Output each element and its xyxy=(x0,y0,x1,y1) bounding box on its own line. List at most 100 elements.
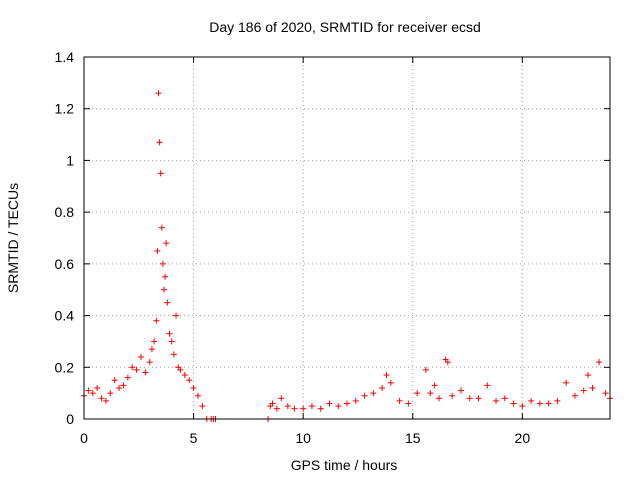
data-point xyxy=(269,400,276,407)
data-point xyxy=(484,382,491,389)
y-tick-label: 1.4 xyxy=(55,49,75,65)
data-point xyxy=(370,390,377,397)
data-point xyxy=(528,397,535,404)
x-tick-label: 20 xyxy=(515,430,531,446)
data-point xyxy=(158,224,165,231)
data-point xyxy=(194,392,201,399)
data-point xyxy=(151,338,158,345)
x-tick-label: 15 xyxy=(405,430,421,446)
data-point xyxy=(148,346,155,353)
data-point xyxy=(190,384,197,391)
data-point xyxy=(444,359,451,366)
data-point xyxy=(427,390,434,397)
y-tick-label: 0.8 xyxy=(55,204,75,220)
data-point xyxy=(554,397,561,404)
data-point xyxy=(387,379,394,386)
data-point xyxy=(361,392,368,399)
data-point xyxy=(162,273,169,280)
data-point xyxy=(116,384,123,391)
y-axis-label: SRMTID / TECUs xyxy=(5,183,21,293)
data-point xyxy=(335,403,342,410)
data-point xyxy=(129,364,136,371)
data-point xyxy=(168,338,175,345)
data-point xyxy=(154,247,161,254)
data-point xyxy=(405,400,412,407)
data-point xyxy=(181,372,188,379)
data-point xyxy=(501,395,508,402)
y-tick-label: 0.6 xyxy=(55,256,75,272)
data-point xyxy=(85,387,92,394)
data-point xyxy=(199,403,206,410)
data-point xyxy=(164,299,171,306)
data-point xyxy=(602,390,609,397)
data-point xyxy=(107,390,114,397)
data-point xyxy=(457,387,464,394)
data-point xyxy=(159,260,166,267)
data-point xyxy=(449,392,456,399)
x-tick-label: 0 xyxy=(80,430,88,446)
data-point xyxy=(536,400,543,407)
y-tick-label: 0.4 xyxy=(55,308,75,324)
y-tick-label: 0 xyxy=(66,411,74,427)
data-point xyxy=(166,330,173,337)
data-points xyxy=(81,90,613,422)
data-point xyxy=(493,397,500,404)
data-point xyxy=(94,384,101,391)
data-point xyxy=(563,379,570,386)
y-tick-labels: 0 0.2 0.4 0.6 0.8 1 1.2 1.4 xyxy=(55,49,75,427)
plot-frame xyxy=(83,56,611,420)
data-point xyxy=(142,369,149,376)
data-point xyxy=(300,405,307,412)
data-point xyxy=(146,359,153,366)
data-point xyxy=(173,312,180,319)
data-point xyxy=(422,366,429,373)
y-tick-label: 0.2 xyxy=(55,359,75,375)
data-point xyxy=(545,400,552,407)
data-point xyxy=(284,403,291,410)
data-point xyxy=(585,372,592,379)
data-point xyxy=(352,397,359,404)
data-point xyxy=(120,382,127,389)
data-point xyxy=(466,395,473,402)
data-point xyxy=(510,400,517,407)
data-point xyxy=(124,374,131,381)
x-tick-label: 10 xyxy=(295,430,311,446)
data-point xyxy=(596,359,603,366)
y-tick-label: 1 xyxy=(66,152,74,168)
data-point xyxy=(163,240,170,247)
data-point xyxy=(291,405,298,412)
chart-title: Day 186 of 2020, SRMTID for receiver ecs… xyxy=(209,19,481,35)
data-point xyxy=(157,170,164,177)
data-point xyxy=(431,382,438,389)
data-point xyxy=(186,377,193,384)
data-point xyxy=(98,395,105,402)
grid-lines xyxy=(84,57,610,419)
data-point xyxy=(379,384,386,391)
x-axis-label: GPS time / hours xyxy=(291,457,398,473)
data-point xyxy=(133,366,140,373)
data-point xyxy=(153,317,160,324)
data-point xyxy=(589,384,596,391)
data-point xyxy=(571,392,578,399)
y-tick-label: 1.2 xyxy=(55,101,75,117)
data-point xyxy=(580,387,587,394)
data-point xyxy=(170,351,177,358)
data-point xyxy=(414,390,421,397)
data-point xyxy=(317,405,324,412)
data-point xyxy=(278,395,285,402)
data-point xyxy=(344,400,350,407)
data-point xyxy=(436,395,443,402)
data-point xyxy=(383,372,390,379)
data-point xyxy=(137,353,144,360)
data-point xyxy=(396,397,403,404)
data-point xyxy=(155,90,162,97)
data-point xyxy=(475,395,482,402)
data-point xyxy=(326,400,333,407)
x-tick-labels: 0 5 10 15 20 xyxy=(80,430,530,446)
data-point xyxy=(102,397,109,404)
data-point xyxy=(89,390,96,397)
data-point xyxy=(308,403,315,410)
data-point xyxy=(160,286,167,293)
x-tick-label: 5 xyxy=(190,430,198,446)
